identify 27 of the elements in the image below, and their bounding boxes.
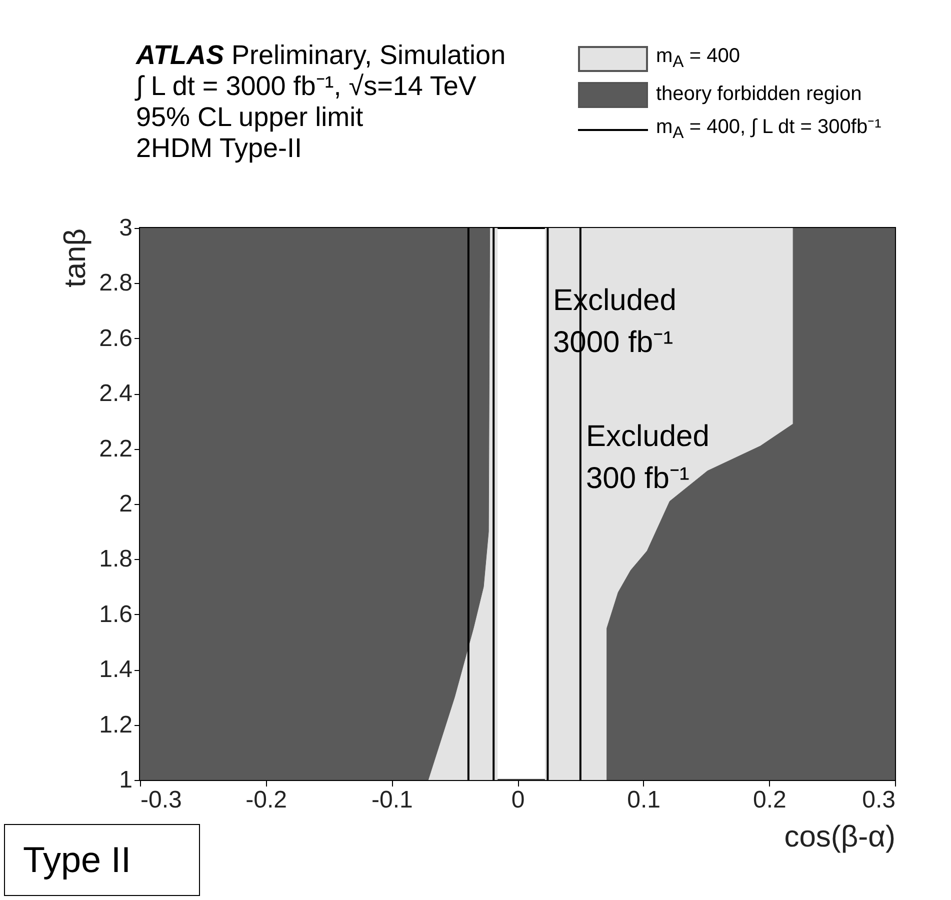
chart-subtitle: ∫ L dt = 3000 fb⁻¹, √s=14 TeV 95% CL upper limit 2HDM Type-II [136,71,478,164]
text-box: Type II [4,824,200,896]
y-axis-title: tanβ [59,228,92,288]
x-tick-label: 0.1 [627,786,661,814]
y-tick-label: 2 [119,490,132,518]
x-tick-label: -0.3 [140,786,182,814]
y-tick-label: 3 [119,214,132,242]
y-tick-label: 1.8 [99,546,132,573]
y-tick-label: 1.2 [99,711,132,738]
annotation: Excluded 300 fb⁻¹ [586,419,710,497]
x-tick-label: -0.1 [371,786,413,814]
y-tick-label: 2.8 [99,270,132,297]
y-tick-label: 1 [119,766,132,794]
chart-title: ATLAS Preliminary, Simulation [136,40,506,71]
legend-label: theory forbidden region [656,82,862,107]
y-tick-label: 1.4 [99,656,132,684]
y-tick-label: 2.6 [99,324,132,352]
x-tick-label: 0.2 [752,786,786,814]
x-tick-label: 0.3 [862,786,896,814]
legend-label: m$_{A}$ = 400 [656,44,740,73]
x-tick-label: -0.2 [246,786,288,814]
x-tick-label: 0 [511,786,525,814]
y-tick-label: 2.4 [99,380,132,408]
y-tick-label: 1.6 [99,600,132,628]
legend-label: m$_{A}$ = 400, ∫ L dt = 300fb⁻¹ [656,115,882,144]
x-axis-title: cos(β-α) [784,820,896,854]
y-tick-label: 2.2 [99,435,132,462]
